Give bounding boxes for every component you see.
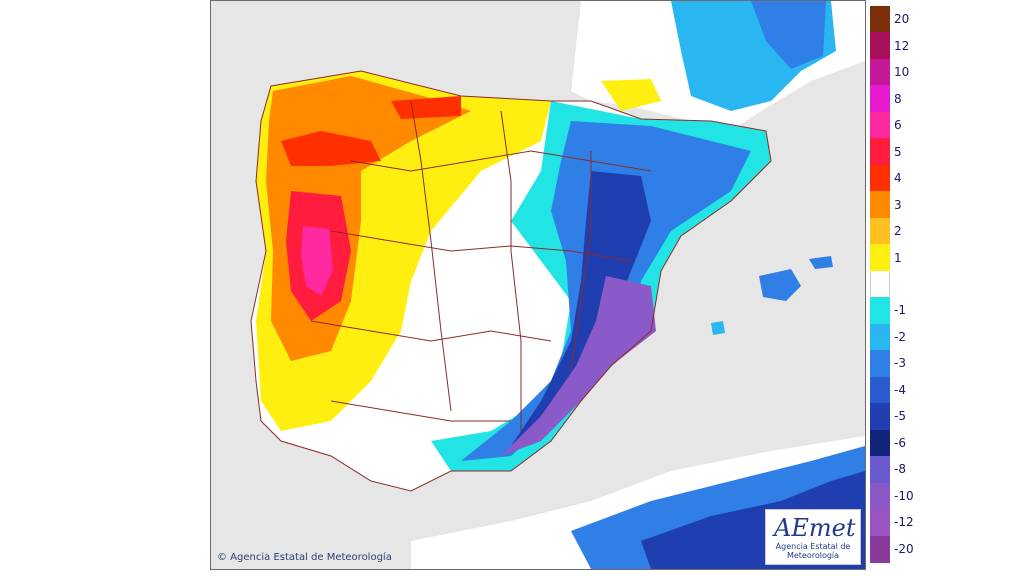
legend-tick-label: -12 (894, 515, 914, 530)
legend-tick-label: -2 (894, 329, 906, 344)
balearic-mallorca (759, 269, 801, 301)
legend-swatch (870, 482, 890, 510)
north-coast-warm (281, 131, 381, 166)
legend-tick-label: -6 (894, 435, 906, 450)
legend-tick-label: 20 (894, 12, 910, 27)
legend-tick-label: -20 (894, 541, 914, 556)
legend-tick-label: -10 (894, 488, 914, 503)
aemet-logo-subtitle: Agencia Estatal de Meteorología (775, 542, 851, 560)
legend-swatch (870, 350, 890, 378)
admin-borders (250, 70, 772, 492)
legend-tick-label: 10 (894, 65, 910, 80)
france-warm-spot (601, 79, 661, 111)
legend-swatch (870, 191, 890, 219)
aemet-logo-wordmark: AEmet (774, 514, 856, 542)
color-scale-legend: 20 12 10 8 6 5 4 3 2 1 -1 -2 -3 -4 -5 -6 -8 -10 -12 -20 (868, 6, 928, 568)
legend-swatch (870, 509, 890, 537)
legend-swatch (870, 6, 890, 33)
legend-swatch (870, 403, 890, 431)
legend-swatch (870, 429, 890, 457)
copyright-notice: © Agencia Estatal de Meteorología (217, 552, 392, 563)
legend-swatch (870, 58, 890, 86)
cantabrian-warm (391, 96, 461, 119)
legend-tick-label: -1 (894, 303, 906, 318)
balearic-ibiza (711, 321, 725, 335)
legend-tick-label: -5 (894, 409, 906, 424)
legend-swatch (870, 85, 890, 113)
legend-tick-label: -3 (894, 356, 906, 371)
legend-swatch (870, 138, 890, 166)
legend-tick-label: 4 (894, 171, 902, 186)
legend-swatch (870, 244, 890, 272)
legend-swatch (870, 111, 890, 139)
france-cold-core (751, 1, 826, 69)
legend-tick-label: 12 (894, 38, 910, 53)
legend-tick-label: 6 (894, 118, 902, 133)
legend-tick-label: -8 (894, 462, 906, 477)
legend-tick-label: 2 (894, 224, 902, 239)
temperature-anomaly-map: © Agencia Estatal de Meteorología AEmet … (210, 0, 866, 570)
legend-swatch (870, 323, 890, 351)
legend-swatch (870, 297, 890, 325)
aemet-logo: AEmet Agencia Estatal de Meteorología (765, 509, 861, 565)
legend-swatch (870, 535, 890, 563)
legend-swatch (870, 217, 890, 245)
legend-tick-label: -4 (894, 382, 906, 397)
balearic-menorca (809, 256, 833, 269)
map-canvas (211, 1, 865, 569)
legend-swatch (870, 32, 890, 60)
legend-swatch (870, 456, 890, 484)
legend-swatch (870, 270, 890, 298)
cold-zone-dark (511, 171, 651, 446)
legend-tick-label: 3 (894, 197, 902, 212)
legend-tick-label: 5 (894, 144, 902, 159)
legend-swatch (870, 376, 890, 404)
warm-zone-core (301, 226, 333, 296)
legend-tick-label: 1 (894, 250, 902, 265)
legend-swatch (870, 164, 890, 192)
legend-tick-label: 8 (894, 91, 902, 106)
cold-zone-violet (501, 276, 656, 456)
